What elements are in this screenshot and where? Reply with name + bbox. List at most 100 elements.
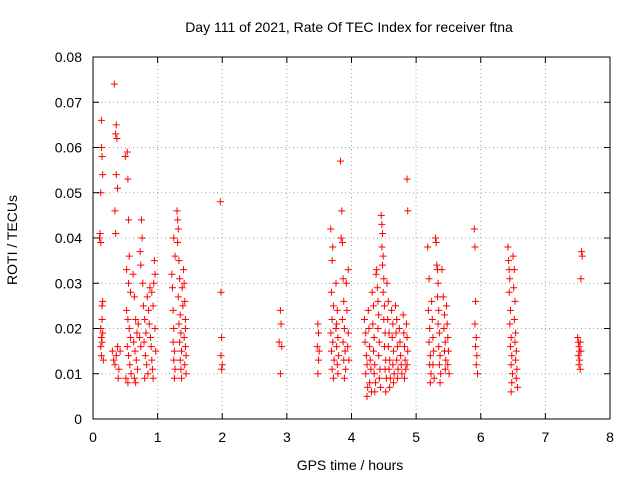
data-point [97,144,105,151]
data-point [176,311,184,319]
data-point [175,257,183,265]
data-point [126,334,134,342]
data-point [440,325,448,332]
data-point [393,343,401,351]
data-point [337,234,345,242]
data-point [342,365,350,373]
data-point [390,347,398,355]
data-point [181,343,189,351]
data-point [388,306,396,314]
data-point [174,293,182,301]
data-point [510,315,518,323]
data-point [363,392,371,400]
data-point [442,302,450,310]
x-tick-label: 5 [412,429,420,445]
data-point [113,134,121,142]
y-tick-label: 0.06 [55,140,82,156]
data-point [371,388,379,396]
data-point [217,352,225,360]
data-point [378,220,386,228]
data-point [427,370,435,378]
data-point [148,288,156,296]
data-point [182,370,190,378]
data-point [429,361,437,369]
data-point [374,325,382,332]
data-point [337,157,345,165]
data-point [96,229,104,237]
data-point [435,329,443,337]
data-point [397,352,405,360]
data-point [145,306,153,314]
data-point [385,365,393,373]
data-point [171,252,179,260]
data-point [339,275,347,283]
data-point [365,325,373,332]
data-point [147,343,155,351]
data-point [434,279,442,287]
data-point [403,361,411,369]
data-point [137,216,145,224]
data-point [98,153,106,161]
data-point [116,347,124,355]
data-point [114,184,122,192]
data-point [344,343,352,351]
data-point [368,288,376,296]
x-tick-label: 3 [283,429,291,445]
data-point [511,297,519,305]
y-tick-label: 0.02 [55,321,82,337]
data-point [375,352,383,360]
data-point [126,288,134,296]
data-point [170,374,178,382]
data-point [444,334,452,342]
data-point [430,374,438,382]
data-point [170,347,178,355]
data-point [125,352,133,360]
data-point [506,320,514,328]
data-point [328,365,336,373]
data-point [514,383,522,391]
data-point [168,284,176,292]
data-point [400,329,408,337]
data-point [402,320,410,328]
data-point [362,370,370,378]
data-point [439,293,447,301]
data-point [174,216,182,224]
data-point [441,365,449,373]
data-point [361,338,369,346]
data-point [333,343,341,351]
data-point [134,365,142,373]
data-point [472,343,480,351]
data-point [363,361,371,369]
data-point [216,198,224,206]
data-point [130,374,138,382]
data-point [132,356,140,364]
data-point [131,347,139,355]
data-point [180,279,188,287]
data-point [130,293,138,301]
data-point [143,361,151,369]
data-point [426,379,434,387]
data-point [136,248,144,256]
data-point [386,383,394,391]
data-point [425,275,433,283]
data-point [124,315,132,323]
data-point [315,347,323,355]
data-point [143,293,151,301]
data-point [112,171,120,179]
data-point [122,374,130,382]
data-point [426,325,434,332]
y-tick-label: 0.07 [55,94,82,110]
data-point [170,325,178,332]
data-point [152,347,160,355]
data-point [426,352,434,360]
data-point [150,279,158,287]
data-point [575,361,583,369]
data-point [344,329,352,337]
data-point [181,315,189,323]
data-point [578,252,586,260]
data-point [383,279,391,287]
data-point [330,356,338,364]
data-point [340,325,348,332]
data-point [149,374,157,382]
